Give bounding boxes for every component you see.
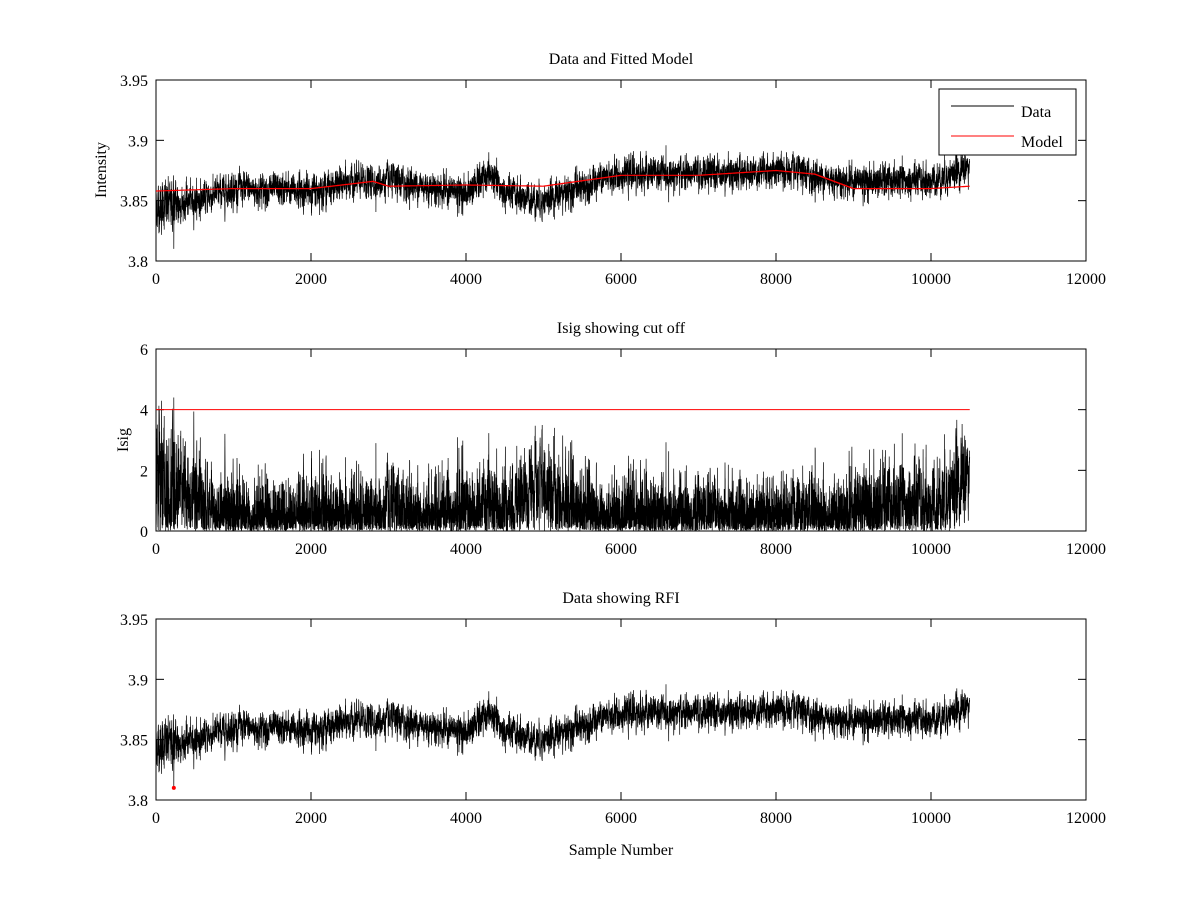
y-tick-label: 3.95	[120, 73, 148, 90]
y-tick-label: 0	[140, 524, 148, 541]
y-tick-label: 3.85	[120, 733, 148, 750]
plot-title: Isig showing cut off	[557, 320, 686, 337]
x-tick-label: 0	[152, 810, 160, 827]
plot-area	[155, 618, 1087, 801]
plot-title: Data and Fitted Model	[549, 51, 694, 68]
x-tick-label: 10000	[911, 541, 951, 558]
x-tick-label: 2000	[295, 541, 327, 558]
x-tick-label: 2000	[295, 271, 327, 288]
rfi-point	[171, 785, 176, 790]
legend-data-label: Data	[1021, 104, 1051, 121]
x-tick-label: 10000	[911, 810, 951, 827]
plot-area	[155, 79, 1087, 262]
y-tick-label: 3.85	[120, 194, 148, 211]
y-tick-label: 4	[140, 403, 148, 420]
data-series-line	[155, 684, 971, 788]
x-tick-label: 4000	[450, 541, 482, 558]
x-tick-label: 6000	[605, 810, 637, 827]
x-tick-label: 10000	[911, 271, 951, 288]
y-axis-label: Isig	[115, 428, 132, 452]
x-tick-label: 12000	[1066, 271, 1106, 288]
y-tick-label: 3.9	[128, 672, 148, 689]
y-tick-label: 3.8	[128, 793, 148, 810]
x-tick-label: 8000	[760, 271, 792, 288]
x-tick-label: 4000	[450, 271, 482, 288]
legend: Data Model	[938, 88, 1077, 156]
x-tick-label: 12000	[1066, 541, 1106, 558]
model-series-line	[156, 169, 970, 192]
isig-series-line	[155, 397, 971, 532]
y-tick-label: 3.95	[120, 612, 148, 629]
x-tick-label: 0	[152, 271, 160, 288]
legend-box	[938, 88, 1077, 156]
data-series-line	[155, 145, 971, 249]
plot-data-rfi: Data showing RFI Sample Number 0 2000 4000…	[120, 590, 1106, 859]
y-tick-label: 3.8	[128, 254, 148, 271]
x-tick-label: 12000	[1066, 810, 1106, 827]
x-tick-label: 8000	[760, 810, 792, 827]
x-axis-label: Sample Number	[569, 842, 674, 859]
plot-title: Data showing RFI	[562, 590, 679, 607]
y-tick-label: 2	[140, 463, 148, 480]
x-tick-label: 4000	[450, 810, 482, 827]
plot-data-fitted-model: Data and Fitted Model Intensity 0 2000 400…	[93, 51, 1106, 288]
plot-isig-cutoff: Isig showing cut off Isig 0 2000 4000 6000 8…	[115, 320, 1106, 558]
legend-model-label: Model	[1021, 134, 1063, 151]
x-tick-label: 8000	[760, 541, 792, 558]
y-tick-label: 6	[140, 342, 148, 359]
x-tick-label: 6000	[605, 271, 637, 288]
x-tick-label: 6000	[605, 541, 637, 558]
x-tick-label: 2000	[295, 810, 327, 827]
y-axis-label: Intensity	[93, 142, 110, 198]
x-tick-label: 0	[152, 541, 160, 558]
y-tick-label: 3.9	[128, 133, 148, 150]
